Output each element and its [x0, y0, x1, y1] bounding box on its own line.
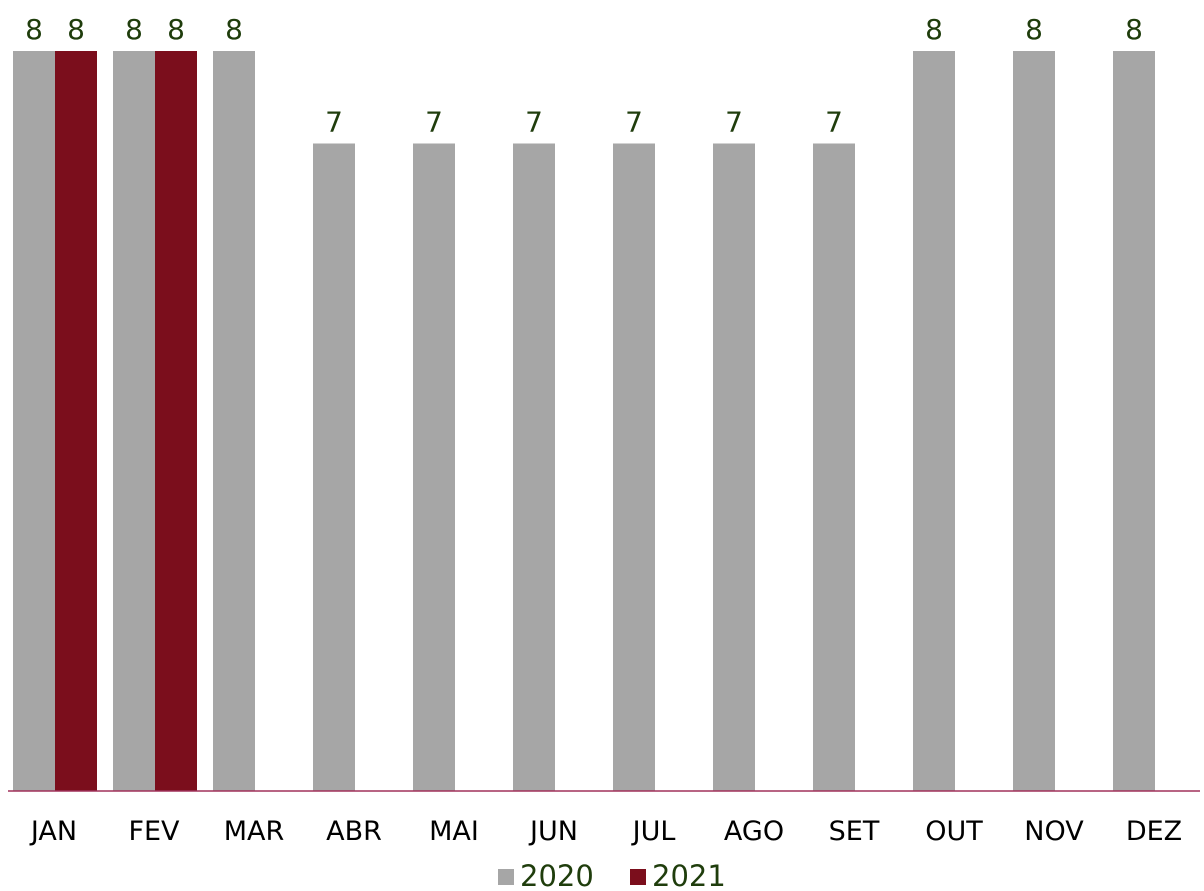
- bar-2020-dez: [1113, 51, 1155, 791]
- bar-2020-set: [813, 143, 855, 791]
- bar-2020-out: [913, 51, 955, 791]
- x-tick-label-nov: NOV: [1024, 816, 1084, 847]
- data-label-2020-mai: 7: [425, 106, 443, 139]
- bar-2020-jun: [513, 143, 555, 791]
- bar-2020-fev: [113, 51, 155, 791]
- x-tick-label-jun: JUN: [528, 816, 578, 847]
- x-tick-label-ago: AGO: [724, 816, 784, 847]
- legend-swatch-2021: [630, 869, 646, 885]
- legend-label-2020: 2020: [520, 859, 594, 891]
- bar-2020-mai: [413, 143, 455, 791]
- data-label-2021-fev: 8: [167, 13, 185, 46]
- x-tick-label-mai: MAI: [429, 816, 479, 847]
- x-tick-label-set: SET: [829, 816, 880, 847]
- data-label-2020-fev: 8: [125, 13, 143, 46]
- legend: 2020 2021: [498, 859, 726, 891]
- x-tick-label-jan: JAN: [29, 816, 77, 847]
- bars-layer: [13, 51, 1155, 791]
- legend-swatch-2020: [498, 869, 514, 885]
- data-label-2020-jun: 7: [525, 106, 543, 139]
- data-label-2020-jan: 8: [25, 13, 43, 46]
- data-labels-layer: 8 8 8 8 87 7 7 7 7 78 8 8: [25, 13, 1143, 139]
- data-label-2020-out: 8: [925, 13, 943, 46]
- x-tick-label-abr: ABR: [326, 816, 382, 847]
- x-tick-label-jul: JUL: [631, 816, 676, 847]
- data-label-2020-set: 7: [825, 106, 843, 139]
- bar-2021-jan: [55, 51, 97, 791]
- x-tick-label-mar: MAR: [224, 816, 285, 847]
- x-tick-label-out: OUT: [925, 816, 983, 847]
- data-label-2020-ago: 7: [725, 106, 743, 139]
- data-label-2020-nov: 8: [1025, 13, 1043, 46]
- data-label-2020-abr: 7: [325, 106, 343, 139]
- bar-2020-mar: [213, 51, 255, 791]
- x-tick-labels: JAN FEV MAR ABR MAI JUN JUL AGO SET OUT NOV DEZ: [29, 816, 1182, 847]
- bar-2020-abr: [313, 143, 355, 791]
- bar-2020-nov: [1013, 51, 1055, 791]
- data-label-2020-mar: 8: [225, 13, 243, 46]
- legend-label-2021: 2021: [652, 859, 726, 891]
- bar-2021-fev: [155, 51, 197, 791]
- x-tick-label-dez: DEZ: [1126, 816, 1182, 847]
- bar-2020-jul: [613, 143, 655, 791]
- x-tick-label-fev: FEV: [128, 816, 180, 847]
- data-label-2021-jan: 8: [67, 13, 85, 46]
- data-label-2020-dez: 8: [1125, 13, 1143, 46]
- data-label-2020-jul: 7: [625, 106, 643, 139]
- bar-2020-jan: [13, 51, 55, 791]
- bar-2020-ago: [713, 143, 755, 791]
